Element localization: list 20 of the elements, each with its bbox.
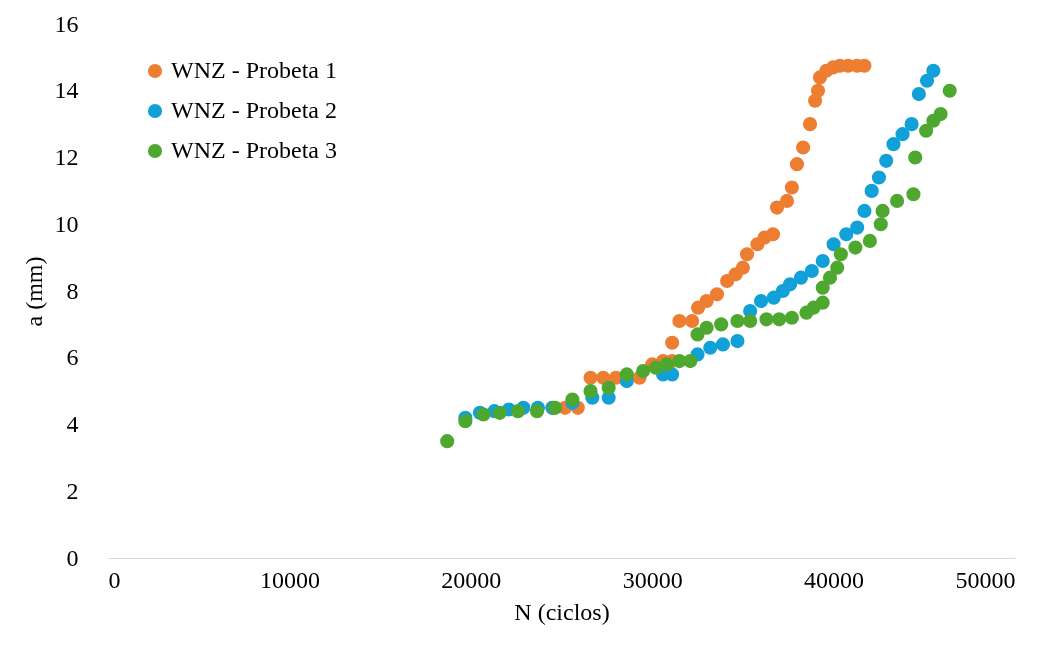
x-tick-label: 0 xyxy=(108,566,121,593)
legend-label: WNZ - Probeta 1 xyxy=(171,57,337,83)
y-tick-label: 6 xyxy=(66,344,79,371)
y-tick-label: 10 xyxy=(54,210,79,237)
y-tick-label: 16 xyxy=(54,10,79,37)
y-axis-title: a (mm) xyxy=(20,256,47,327)
y-tick-label: 8 xyxy=(66,277,79,304)
x-tick-label: 30000 xyxy=(622,566,683,593)
legend-label: WNZ - Probeta 3 xyxy=(171,137,337,163)
y-tick-label: 0 xyxy=(66,544,79,571)
y-tick-label: 12 xyxy=(54,144,79,170)
y-tick-label: 4 xyxy=(66,411,79,437)
x-tick-label: 10000 xyxy=(259,566,320,593)
y-tick-label: 2 xyxy=(66,477,79,504)
x-tick-label: 40000 xyxy=(804,566,865,593)
x-tick-label: 20000 xyxy=(441,566,502,593)
x-tick-label: 50000 xyxy=(955,566,1016,593)
y-tick-label: 14 xyxy=(54,77,79,104)
x-axis-title: N (ciclos) xyxy=(514,598,610,625)
legend-label: WNZ - Probeta 2 xyxy=(171,97,337,123)
